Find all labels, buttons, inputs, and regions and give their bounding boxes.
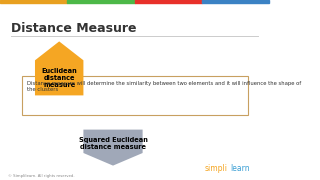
- Text: simpli: simpli: [204, 164, 228, 173]
- Bar: [134, 0, 202, 3]
- FancyBboxPatch shape: [21, 76, 248, 115]
- Text: Distance Measure: Distance Measure: [11, 22, 136, 35]
- Polygon shape: [35, 41, 84, 95]
- Polygon shape: [84, 130, 143, 166]
- Bar: [0, 0, 67, 3]
- Bar: [202, 0, 269, 3]
- Text: learn: learn: [230, 164, 250, 173]
- Text: Euclidean
distance
measure: Euclidean distance measure: [41, 68, 77, 88]
- Text: Squared Euclidean
distance measure: Squared Euclidean distance measure: [79, 137, 148, 150]
- Text: © Simplilearn. All rights reserved.: © Simplilearn. All rights reserved.: [8, 174, 75, 178]
- Bar: [67, 0, 134, 3]
- Text: Distance measure will determine the similarity between two elements and it will : Distance measure will determine the simi…: [27, 81, 301, 92]
